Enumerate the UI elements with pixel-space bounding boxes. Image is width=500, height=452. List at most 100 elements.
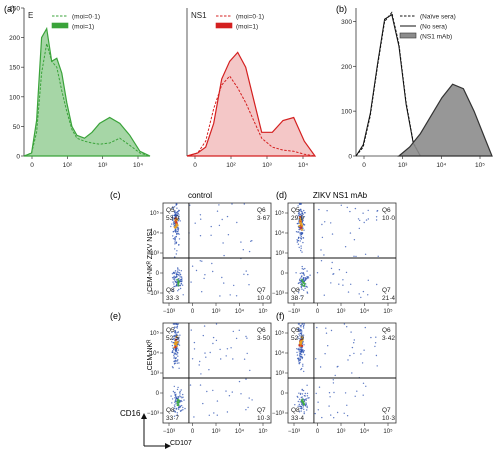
event-dot — [303, 323, 305, 325]
event-dot — [361, 362, 364, 364]
event-dot — [223, 254, 225, 257]
event-dot — [235, 295, 238, 297]
y-tick-label: 10⁵ — [275, 330, 285, 337]
y-tick-label: 10⁴ — [275, 230, 285, 237]
event-dot — [208, 414, 210, 416]
event-dot — [346, 404, 348, 406]
event-dot — [238, 329, 240, 331]
event-dot — [202, 402, 204, 405]
event-dot — [330, 267, 333, 270]
event-dot — [297, 212, 300, 215]
event-dot — [175, 281, 178, 284]
y-tick-label: 10⁵ — [150, 330, 160, 337]
event-dot — [300, 332, 302, 335]
event-dot — [178, 367, 180, 369]
event-dot — [173, 357, 175, 359]
event-dot — [306, 270, 308, 272]
event-dot — [355, 255, 357, 258]
event-dot — [332, 273, 334, 275]
event-dot — [331, 261, 333, 264]
event-dot — [298, 333, 300, 335]
event-dot — [172, 206, 174, 208]
event-dot — [178, 278, 180, 280]
event-dot — [334, 374, 336, 377]
event-dot — [353, 342, 355, 344]
event-dot — [299, 407, 302, 410]
event-dot — [174, 279, 176, 281]
event-dot-dense — [298, 344, 301, 347]
event-dot — [179, 390, 181, 393]
event-dot-dense — [177, 401, 180, 404]
event-dot — [330, 282, 332, 284]
event-dot — [304, 277, 307, 279]
event-dot — [300, 355, 303, 358]
event-dot — [171, 351, 174, 353]
event-dot — [307, 277, 310, 279]
event-dot — [296, 241, 298, 243]
event-dot — [183, 399, 185, 401]
event-dot — [199, 384, 202, 386]
event-dot — [179, 391, 181, 394]
event-dot — [173, 336, 175, 338]
event-dot — [350, 283, 352, 285]
quadrant-value: 33·3 — [166, 295, 179, 302]
event-dot — [172, 390, 175, 393]
event-dot — [171, 223, 173, 225]
event-dot — [172, 214, 174, 217]
event-dot — [299, 405, 301, 407]
event-dot — [180, 404, 183, 407]
event-dot — [353, 339, 355, 341]
event-dot — [178, 210, 180, 212]
event-dot — [300, 203, 302, 205]
event-dot — [243, 358, 246, 360]
event-dot — [199, 360, 201, 363]
event-dot — [206, 390, 208, 393]
panel-f-label: (f) — [276, 311, 285, 321]
event-dot-dense — [175, 218, 178, 221]
y-tick-label: 10³ — [275, 251, 284, 257]
event-dot — [174, 406, 176, 408]
event-dot — [178, 336, 180, 338]
event-dot — [172, 235, 174, 237]
event-dot — [301, 268, 303, 270]
y-tick-label: 0 — [156, 271, 160, 277]
event-dot — [317, 409, 319, 411]
quadrant-value: 10·0 — [382, 215, 395, 222]
event-dot-dense — [298, 224, 301, 227]
event-dot — [247, 273, 249, 276]
event-dot — [302, 277, 305, 279]
event-dot — [332, 382, 335, 384]
x-tick-label: 10⁴ — [360, 308, 370, 315]
quadrant-label: Q7 — [257, 407, 266, 414]
event-dot — [351, 346, 354, 349]
event-dot — [231, 391, 233, 393]
event-dot — [177, 220, 180, 222]
event-dot-dense — [302, 284, 305, 287]
event-dot — [173, 285, 175, 288]
event-dot — [193, 348, 196, 350]
event-dot — [179, 395, 181, 397]
event-dot — [296, 354, 299, 356]
y-tick-label: 0 — [281, 391, 285, 397]
event-dot — [295, 231, 298, 233]
event-dot — [176, 414, 178, 416]
event-dot — [300, 235, 302, 238]
event-dot — [172, 350, 174, 352]
x-tick-label: 0 — [316, 309, 320, 315]
event-dot — [171, 402, 173, 404]
event-dot — [303, 344, 305, 346]
event-dot — [295, 272, 297, 274]
event-dot — [315, 358, 317, 360]
x-tick-label: −10³ — [288, 309, 300, 315]
y-tick-label: 10³ — [275, 371, 284, 377]
x-tick-label: 10⁴ — [298, 162, 308, 169]
event-dot — [298, 398, 301, 400]
event-dot — [299, 393, 302, 396]
event-dot — [173, 275, 175, 277]
event-dot — [303, 278, 305, 281]
event-dot — [191, 265, 194, 267]
event-dot — [346, 326, 348, 328]
event-dot — [171, 288, 174, 291]
event-dot — [306, 277, 308, 280]
event-dot — [360, 296, 362, 299]
